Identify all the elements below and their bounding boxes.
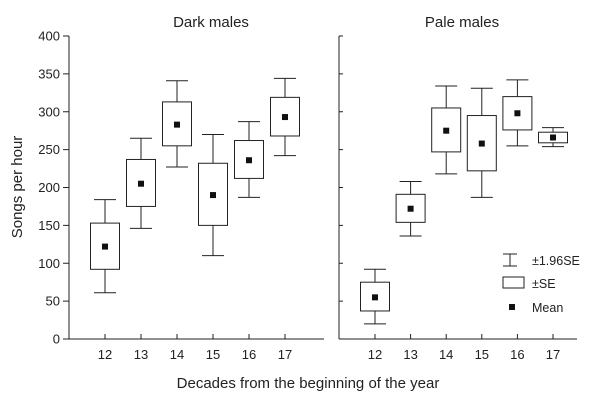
panel-2-mean-marker	[372, 294, 378, 301]
y-tick-label: 300	[38, 104, 60, 119]
panel-1-x-tick-label: 12	[98, 347, 112, 362]
panel-2-x-tick-label: 14	[439, 347, 453, 362]
panel-1-se-box	[126, 158, 156, 207]
legend-box-label: ±SE	[532, 277, 556, 291]
panel-2-mean-marker	[550, 134, 556, 141]
panel-2-title: Pale males	[425, 14, 499, 31]
legend-whisker-label: ±1.96SE	[532, 254, 580, 268]
legend-whisker-symbol	[503, 253, 517, 267]
panel-2-se-box	[538, 131, 568, 144]
axes: 0 50 100 150 200 250 300 350 400 Dark males 12 13 14…	[38, 14, 577, 362]
panel-1-title: Dark males	[173, 14, 249, 31]
legend-box-symbol	[502, 276, 525, 289]
panel-2-mean-marker	[443, 127, 450, 134]
panel-1-se-box	[162, 101, 192, 147]
legend: ±1.96SE ±SE Mean	[502, 253, 580, 315]
y-tick-label: 50	[46, 294, 60, 309]
panel-2-se-box	[431, 107, 462, 153]
panel-2-mean-marker	[514, 110, 521, 117]
y-tick-label: 400	[38, 29, 60, 44]
panel-1-x-tick-label: 15	[206, 347, 220, 362]
y-tick-label: 250	[38, 142, 60, 157]
panel-2-se-box	[395, 193, 426, 223]
legend-mean-label: Mean	[532, 301, 563, 315]
panel-1-mean-marker	[246, 157, 252, 164]
panel-1-x-tick-label: 17	[278, 347, 292, 362]
panel-1-x-tick-label: 14	[170, 347, 184, 362]
y-tick-label: 100	[38, 256, 60, 271]
panel-2-mean-marker	[407, 205, 414, 212]
chart-labels: Songs per hour Decades from the beginnin…	[9, 136, 439, 392]
panel-1-x-tick-label: 16	[242, 347, 256, 362]
panel-1-se-box	[198, 162, 228, 226]
panel-1-mean-marker	[174, 121, 180, 128]
panel-2-se-box	[466, 115, 497, 172]
panel-1-mean-marker	[282, 114, 288, 121]
panel-1-se-box	[270, 96, 300, 137]
y-tick-label: 0	[53, 332, 60, 347]
panel-1-mean-marker	[138, 180, 144, 187]
panel-2-x-tick-label: 16	[510, 347, 524, 362]
panel-1-se-box	[90, 222, 120, 270]
panel-2-se-box	[360, 281, 390, 312]
panel-2-x-tick-label: 17	[546, 347, 560, 362]
y-tick-label: 200	[38, 180, 60, 195]
panel-1-se-box	[234, 140, 264, 179]
panel-2-x-tick-label: 13	[403, 347, 417, 362]
panel-2-x-tick-label: 15	[475, 347, 489, 362]
y-axis-label: Songs per hour	[9, 136, 26, 239]
legend-mean-symbol	[509, 304, 515, 310]
panel-2-se-box	[502, 96, 533, 131]
panel-2-x-tick-label: 12	[368, 347, 382, 362]
y-tick-label: 350	[38, 66, 60, 81]
panel-1-mean-marker	[210, 192, 216, 199]
x-axis-label: Decades from the beginning of the year	[177, 375, 440, 392]
panel-1-x-tick-label: 13	[134, 347, 148, 362]
chart-marks	[90, 77, 568, 325]
panel-2-mean-marker	[478, 140, 485, 147]
panel-1-mean-marker	[102, 243, 108, 250]
y-tick-label: 150	[38, 218, 60, 233]
